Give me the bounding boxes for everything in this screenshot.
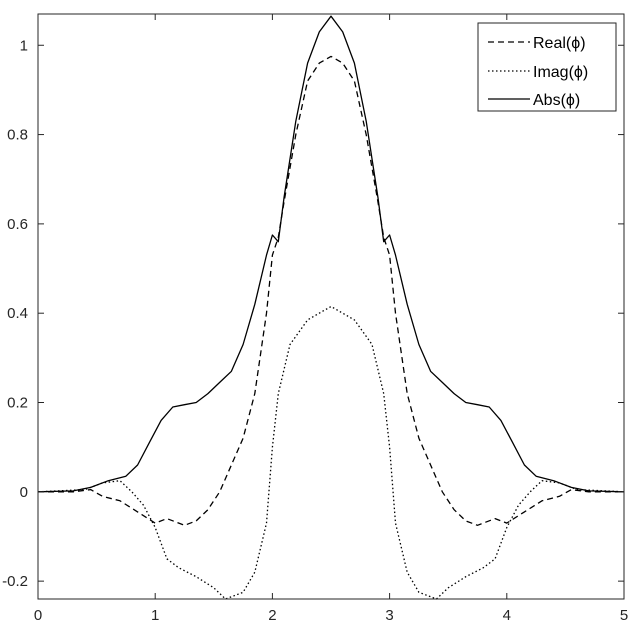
legend-box: [477, 22, 617, 112]
y-tick-label: 0.2: [7, 395, 28, 412]
x-tick-label: 4: [503, 607, 511, 624]
y-tick-label: 1: [20, 37, 28, 54]
series-line-solid: [37, 15, 625, 493]
legend: Real(ϕ) Imag(ϕ) Abs(ϕ): [477, 22, 617, 112]
axis-layer: 0 1 2 3 4 5 -0.2 0 0.2 0.4 0.6 0.8 1: [2, 14, 628, 624]
x-tick-label: 3: [385, 607, 393, 624]
x-tick-label: 2: [268, 607, 276, 624]
series-layer: [37, 15, 625, 600]
y-tick-label: -0.2: [2, 573, 28, 590]
legend-label-abs: Abs(ϕ): [533, 92, 580, 109]
x-tick-label: 0: [34, 607, 42, 624]
plot-area-frame: [37, 13, 625, 600]
series-line-dotted: [37, 305, 625, 600]
y-tick-label: 0.4: [7, 305, 28, 322]
y-tick-label: 0.8: [7, 127, 28, 144]
y-tick-label: 0.6: [7, 216, 28, 233]
legend-label-imag: Imag(ϕ): [533, 64, 588, 81]
legend-label-real: Real(ϕ): [533, 35, 586, 52]
y-tick-label: 0: [20, 484, 28, 501]
x-tick-label: 5: [620, 607, 628, 624]
series-line-dashed: [38, 55, 624, 526]
x-tick-label: 1: [151, 607, 159, 624]
